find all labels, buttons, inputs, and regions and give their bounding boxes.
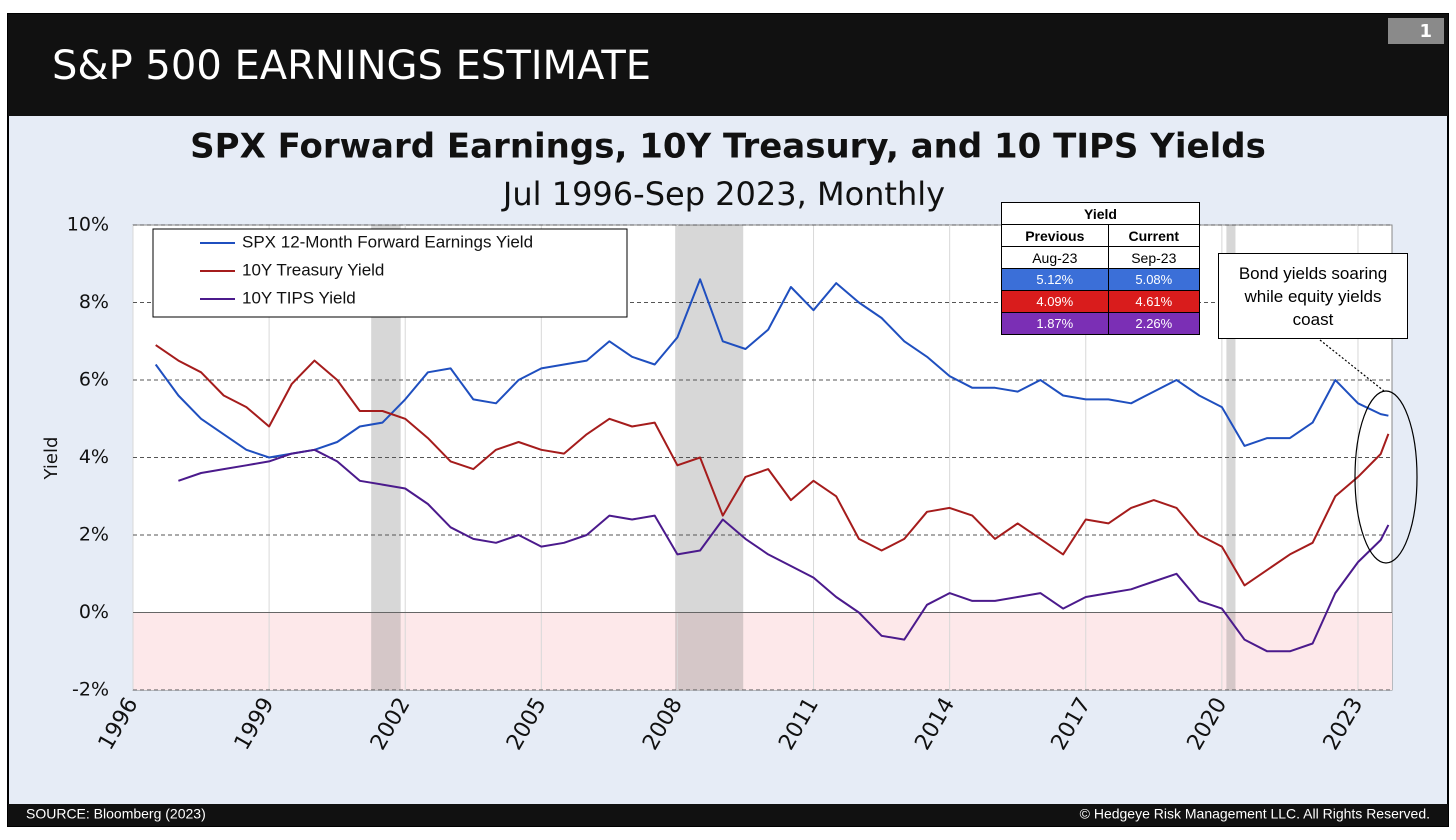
y-tick-label: 2% (79, 524, 109, 546)
table-cell: 5.12% (1001, 268, 1109, 291)
series-line (154, 278, 1389, 459)
negative-region (133, 612, 1392, 690)
table-date: Sep-23 (1107, 246, 1201, 269)
page-badge (1388, 18, 1444, 44)
header-bar (8, 14, 1448, 116)
table-cell: 5.08% (1107, 268, 1201, 291)
table-title: Yield (1001, 202, 1200, 225)
inset-table: Yield Previous Current Aug-23 Sep-23 5.12%… (1001, 202, 1201, 335)
legend-label: SPX 12-Month Forward Earnings Yield (242, 232, 533, 251)
y-tick-label: 6% (79, 369, 109, 391)
annotation-pointer (1319, 339, 1385, 392)
table-cell: 1.87% (1001, 312, 1109, 335)
header-title: S&P 500 EARNINGS ESTIMATE (52, 43, 651, 89)
highlight-ellipse (1354, 390, 1418, 564)
footer-copyright: © Hedgeye Risk Management LLC. All Right… (1080, 806, 1430, 822)
y-axis-label: Yield (41, 437, 62, 481)
legend-label: 10Y TIPS Yield (242, 288, 356, 307)
table-cell: 4.61% (1107, 290, 1201, 313)
y-tick-label: 10% (67, 214, 109, 236)
y-tick-label: 0% (79, 601, 109, 623)
y-tick-label: 4% (79, 446, 109, 468)
annotation: Bond yields soaring while equity yields … (1218, 253, 1408, 339)
y-tick-label: 8% (79, 291, 109, 313)
series-line (178, 448, 1390, 653)
footer-source: SOURCE: Bloomberg (2023) (26, 806, 206, 822)
series-line (155, 344, 1390, 587)
chart-title: SPX Forward Earnings, 10Y Treasury, and … (190, 127, 1266, 167)
footer-bar (8, 804, 1448, 826)
table-header: Current (1107, 224, 1201, 247)
y-tick-label: -2% (72, 679, 109, 701)
table-cell: 4.09% (1001, 290, 1109, 313)
table-header: Previous (1001, 224, 1109, 247)
page-number: 1 (1419, 21, 1432, 42)
plot: 1996 1999 2002 2005 2008 2011 2014 2017 2020 2023… (67, 214, 1418, 754)
table-cell: 2.26% (1107, 312, 1201, 335)
legend-label: 10Y Treasury Yield (242, 260, 384, 279)
chart-subtitle: Jul 1996-Sep 2023, Monthly (501, 175, 945, 213)
table-date: Aug-23 (1001, 246, 1109, 269)
recession-band (1226, 225, 1236, 690)
